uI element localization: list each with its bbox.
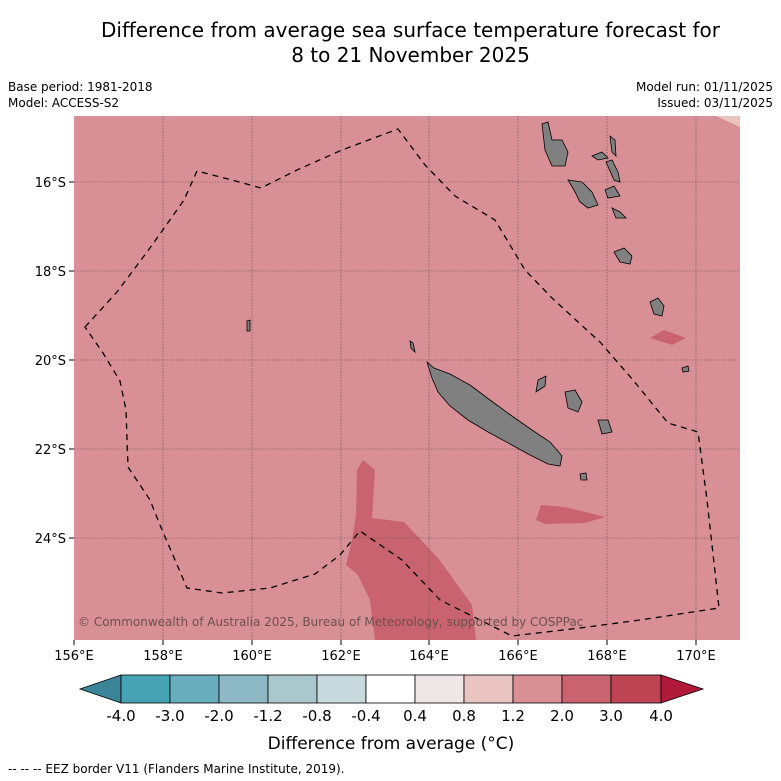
vanuatu-land: [613, 247, 633, 265]
lat-tick-label: 18°S: [35, 265, 66, 280]
longitude-labels: 156°E 158°E 160°E 162°E 164°E 166°E 168°…: [54, 649, 716, 664]
eez-footnote: -- -- -- EEZ border V11 (Flanders Marine…: [8, 762, 345, 776]
loyalty-islands-land: [535, 375, 547, 393]
lat-tick-label: 20°S: [35, 354, 66, 369]
colorbar-segment: [316, 674, 367, 704]
colorbar-segment: [610, 674, 662, 704]
lat-tick-label: 24°S: [35, 532, 66, 547]
colorbar-segment: [414, 674, 465, 704]
warm-anomaly-patch: [650, 330, 686, 345]
copyright-notice: © Commonwealth of Australia 2025, Bureau…: [78, 615, 583, 629]
colorbar: [78, 674, 705, 704]
colorbar-tick: 4.0: [649, 707, 673, 725]
lon-tick-label: 156°E: [54, 649, 94, 664]
issued-text: Issued: 03/11/2025: [657, 96, 773, 110]
colorbar-extend-high: [660, 674, 705, 704]
title-line-1: Difference from average sea surface temp…: [100, 18, 720, 42]
lon-tick-label: 170°E: [676, 649, 716, 664]
land-masses: [246, 121, 690, 481]
vanuatu-land: [605, 159, 621, 183]
lon-tick-label: 158°E: [143, 649, 183, 664]
colorbar-segment: [267, 674, 318, 704]
colorbar-tick: 0.8: [452, 707, 476, 725]
colorbar-segment: [561, 674, 612, 704]
meta-right: Model run: 01/11/2025 Issued: 03/11/2025: [636, 79, 773, 111]
lon-tick-label: 164°E: [409, 649, 449, 664]
title-line-2: 8 to 21 November 2025: [291, 43, 530, 67]
colorbar-tick: -4.0: [106, 707, 135, 725]
warm-anomaly-patch: [536, 505, 605, 524]
lon-tick-label: 168°E: [587, 649, 627, 664]
colorbar-segment: [120, 674, 171, 704]
vanuatu-land: [649, 297, 665, 317]
colorbar-segment: [512, 674, 563, 704]
lat-tick-label: 22°S: [35, 443, 66, 458]
cool-anomaly-patch: [716, 116, 740, 127]
colorbar-tick: 1.2: [501, 707, 525, 725]
model-run-text: Model run: 01/11/2025: [635, 80, 773, 94]
base-period-text: Base period: 1981-2018: [8, 80, 153, 94]
latitude-labels: 16°S 18°S 20°S 22°S 24°S: [35, 176, 66, 547]
lon-tick-label: 162°E: [321, 649, 361, 664]
graticule: [74, 116, 740, 640]
colorbar-tick: -3.0: [155, 707, 184, 725]
colorbar-tick: -2.0: [204, 707, 233, 725]
colorbar-segment: [463, 674, 514, 704]
island-land: [681, 365, 690, 373]
colorbar-tick: -0.4: [351, 707, 380, 725]
model-text: Model: ACCESS-S2: [8, 96, 120, 110]
lat-tick-label: 16°S: [35, 176, 66, 191]
colorbar-tick-labels: -4.0 -3.0 -2.0 -1.2 -0.8 -0.4 0.4 0.8 1.…: [106, 707, 673, 725]
island-land: [246, 319, 251, 332]
colorbar-tick: 0.4: [403, 707, 427, 725]
vanuatu-land: [567, 179, 599, 209]
chart-title: Difference from average sea surface temp…: [40, 18, 781, 68]
meta-left: Base period: 1981-2018 Model: ACCESS-S2: [8, 79, 153, 111]
lon-tick-label: 166°E: [498, 649, 538, 664]
colorbar-segment: [218, 674, 269, 704]
colorbar-tick: -1.2: [253, 707, 282, 725]
vanuatu-land: [609, 135, 617, 158]
vanuatu-land: [611, 207, 627, 219]
colorbar-tick: 3.0: [599, 707, 623, 725]
warm-anomaly-patch: [346, 460, 476, 640]
colorbar-segment: [169, 674, 220, 704]
vanuatu-land: [541, 121, 569, 167]
new-caledonia-land: [426, 360, 563, 467]
loyalty-islands-land: [597, 419, 613, 435]
colorbar-label: Difference from average (°C): [268, 734, 515, 754]
colorbar-extend-low: [78, 674, 122, 704]
colorbar-tick: 2.0: [550, 707, 574, 725]
loyalty-islands-land: [564, 389, 583, 413]
eez-border: [84, 128, 720, 637]
axis-tick-marks: [69, 181, 697, 645]
vanuatu-land: [591, 151, 609, 161]
colorbar-segment: [365, 674, 416, 704]
vanuatu-land: [604, 185, 621, 199]
colorbar-tick: -0.8: [302, 707, 331, 725]
island-land: [579, 472, 588, 481]
lon-tick-label: 160°E: [232, 649, 272, 664]
island-land: [409, 340, 416, 354]
